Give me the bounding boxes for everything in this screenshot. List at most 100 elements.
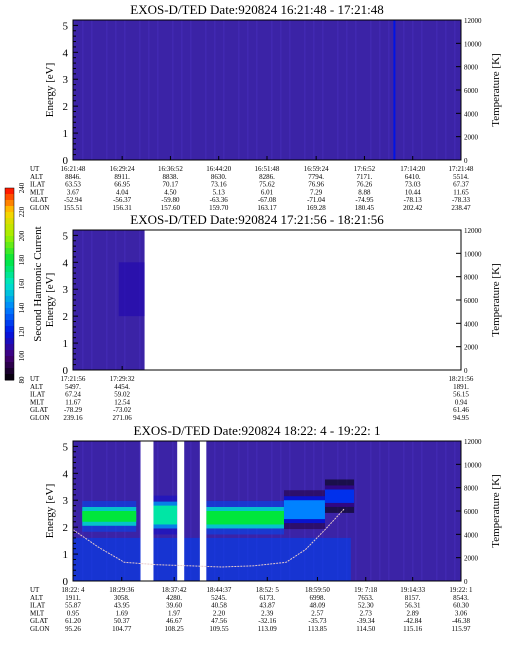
- ephemeris-row-label: UT: [30, 586, 40, 594]
- ephemeris-value: 7171.: [357, 173, 373, 181]
- ephemeris-value: 43.95: [114, 602, 130, 610]
- colorbar-segment: [5, 362, 14, 369]
- noise-stripe: [139, 20, 141, 160]
- ephemeris-value: 8911.: [114, 173, 130, 181]
- noise-stripe: [280, 20, 282, 160]
- noise-stripe: [454, 20, 456, 160]
- colorbar-segment: [5, 224, 14, 231]
- ephemeris-row-label: UT: [30, 375, 40, 383]
- noise-stripe: [304, 20, 306, 160]
- y2-tick-label: 0: [464, 157, 468, 165]
- ephemeris-value: 163.17: [257, 204, 277, 212]
- plasma-band: [153, 505, 178, 525]
- colorbar-segment: [5, 296, 14, 303]
- ephemeris-value: 155.51: [63, 204, 83, 212]
- ephemeris-value: 169.28: [307, 204, 327, 212]
- ephemeris-value: 7653.: [358, 594, 374, 602]
- plasma-band: [324, 489, 355, 503]
- ephemeris-value: 3.67: [67, 188, 80, 196]
- ephemeris-value: 18:21:56: [449, 375, 474, 383]
- noise-stripe: [412, 441, 414, 581]
- ephemeris-value: 18:52: 5: [256, 586, 280, 594]
- y2-tick-label: 8000: [464, 485, 479, 493]
- y2-tick-label: 12000: [464, 438, 482, 446]
- ephemeris-value: 109.55: [209, 625, 229, 633]
- ephemeris-value: 67.24: [65, 391, 81, 399]
- noise-stripe: [223, 20, 225, 160]
- noise-stripe: [355, 20, 357, 160]
- ephemeris-value: 19:14:33: [400, 586, 425, 594]
- colorbar-tick-label: 220: [18, 206, 26, 217]
- noise-stripe: [190, 441, 192, 581]
- noise-stripe: [271, 20, 273, 160]
- noise-stripe: [91, 230, 93, 370]
- ephemeris-value: 73.03: [405, 181, 421, 189]
- ephemeris-value: 2.57: [311, 609, 324, 617]
- colorbar-segment: [5, 326, 14, 333]
- ephemeris-value: 8286.: [259, 173, 275, 181]
- ephemeris-value: -78.13: [404, 196, 423, 204]
- temperature-trace: [72, 508, 345, 568]
- ephemeris-value: 47.56: [211, 617, 227, 625]
- ephemeris-value: 48.09: [310, 602, 326, 610]
- ephemeris-value: 61.20: [65, 617, 81, 625]
- y2-tick-label: 12000: [464, 227, 482, 235]
- noise-stripe: [445, 20, 447, 160]
- ephemeris-value: 39.60: [166, 602, 182, 610]
- ephemeris-value: 66.95: [114, 181, 130, 189]
- noise-stripe: [256, 20, 258, 160]
- ephemeris-value: 16:21:48: [61, 165, 86, 173]
- y-tick-label: 3: [63, 495, 69, 507]
- ephemeris-value: 271.06: [113, 414, 133, 422]
- ephemeris-row-label: GLAT: [30, 406, 49, 414]
- y2-axis-label: Temperature [K]: [490, 53, 502, 126]
- noise-stripe: [124, 20, 126, 160]
- ephemeris-row-label: GLAT: [30, 196, 49, 204]
- ephemeris-row-label: ILAT: [30, 391, 46, 399]
- ephemeris-value: 8157.: [405, 594, 421, 602]
- y2-tick-label: 6000: [464, 508, 479, 516]
- y-axis-label: Energy [eV]: [44, 63, 56, 117]
- colorbar-segment: [5, 194, 14, 201]
- ephemeris-value: 18:37:42: [162, 586, 187, 594]
- ephemeris-value: 0.95: [67, 609, 80, 617]
- y-tick-label: 0: [63, 576, 69, 588]
- ephemeris-value: 4454.: [114, 383, 130, 391]
- low-energy-wash: [73, 537, 351, 581]
- y2-tick-label: 2000: [464, 555, 479, 563]
- ephemeris-row-label: MLT: [30, 188, 45, 196]
- ephemeris-value: 108.25: [165, 625, 185, 633]
- ephemeris-value: -59.80: [161, 196, 180, 204]
- ephemeris-value: -71.04: [307, 196, 326, 204]
- noise-stripe: [346, 20, 348, 160]
- colorbar-label: Second Harmonic Current: [32, 226, 44, 341]
- noise-stripe: [388, 20, 390, 160]
- ephemeris-value: 50.37: [114, 617, 130, 625]
- ephemeris-value: 61.46: [453, 406, 469, 414]
- noise-stripe: [412, 20, 414, 160]
- colorbar-tick-label: 100: [18, 350, 26, 361]
- colorbar-segment: [5, 374, 14, 381]
- colorbar-segment: [5, 332, 14, 339]
- noise-stripe: [247, 20, 249, 160]
- y-axis-label: Energy [eV]: [44, 484, 56, 538]
- noise-stripe: [454, 441, 456, 581]
- ephemeris-value: 63.53: [65, 181, 81, 189]
- noise-stripe: [214, 20, 216, 160]
- ephemeris-value: 6998.: [310, 594, 326, 602]
- noise-stripe: [115, 20, 117, 160]
- noise-stripe: [403, 441, 405, 581]
- ephemeris-value: -39.34: [357, 617, 376, 625]
- ephemeris-value: 52.30: [358, 602, 374, 610]
- ephemeris-value: 76.96: [308, 181, 324, 189]
- ephemeris-value: 7794.: [308, 173, 324, 181]
- y-tick-label: 2: [63, 101, 69, 113]
- ephemeris-value: 17:21:56: [61, 375, 86, 383]
- ephemeris-value: 2.73: [360, 609, 373, 617]
- ephemeris-value: 8846.: [65, 173, 81, 181]
- y2-tick-label: 6000: [464, 297, 479, 305]
- colorbar-tick-label: 180: [18, 254, 26, 265]
- ephemeris-value: 18:22: 4: [61, 586, 85, 594]
- colorbar-tick-label: 200: [18, 230, 26, 241]
- colorbar-segment: [5, 200, 14, 207]
